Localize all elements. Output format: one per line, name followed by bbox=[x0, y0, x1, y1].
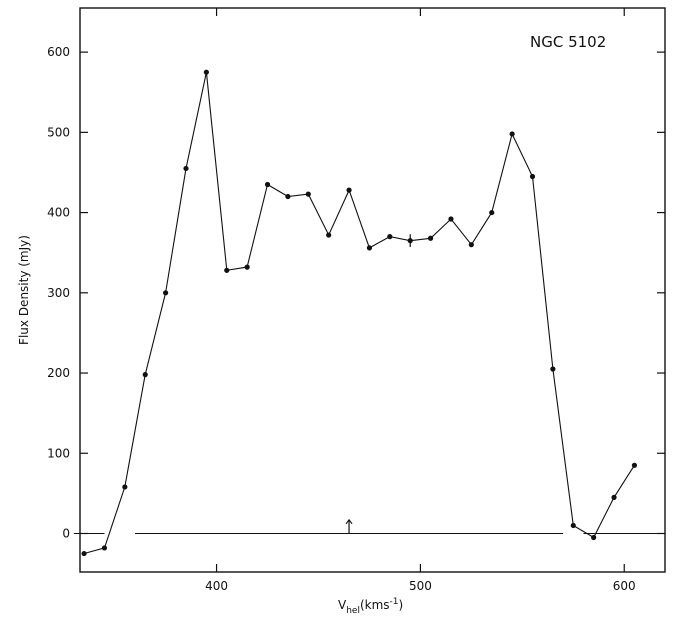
y-tick-label-600: 600 bbox=[47, 45, 70, 59]
data-point bbox=[203, 69, 209, 75]
y-axis-label: Flux Density (mJy) bbox=[17, 235, 31, 345]
x-tick-label-400: 400 bbox=[205, 579, 228, 593]
data-point bbox=[346, 187, 352, 193]
data-point bbox=[448, 216, 454, 222]
data-point bbox=[509, 131, 515, 137]
y-axis-ticks: 0 100 200 300 400 500 600 bbox=[47, 45, 665, 540]
data-point bbox=[468, 242, 474, 248]
y-tick-label-100: 100 bbox=[47, 446, 70, 460]
data-point bbox=[550, 366, 556, 372]
arrow-head bbox=[345, 518, 353, 525]
x-axis-label-sup: -1 bbox=[390, 597, 399, 607]
x-axis-label: Vhel(kms-1) bbox=[338, 597, 403, 616]
x-axis-ticks: 400 500 600 bbox=[205, 8, 636, 593]
data-point bbox=[387, 234, 393, 240]
data-point bbox=[285, 193, 291, 200]
y-tick-label-500: 500 bbox=[47, 125, 70, 139]
y-tick-label-0: 0 bbox=[62, 526, 70, 540]
series-group bbox=[81, 69, 638, 557]
y-tick-label-400: 400 bbox=[47, 206, 70, 220]
data-point bbox=[142, 372, 148, 378]
data-point bbox=[366, 245, 373, 251]
data-point bbox=[224, 267, 230, 273]
data-point bbox=[489, 209, 495, 216]
annotations bbox=[345, 234, 411, 534]
chart-title: NGC 5102 bbox=[530, 33, 606, 51]
data-point bbox=[529, 173, 536, 180]
x-axis-label-unit: (kms bbox=[360, 598, 390, 612]
data-point bbox=[570, 522, 576, 529]
data-point bbox=[163, 290, 169, 296]
plot-frame bbox=[79, 7, 666, 573]
data-point bbox=[244, 264, 250, 270]
data-point bbox=[427, 235, 434, 241]
data-point bbox=[101, 545, 108, 551]
data-point bbox=[631, 462, 638, 468]
x-axis-label-sub: hel bbox=[346, 606, 360, 616]
x-axis-label-main: V bbox=[338, 598, 347, 612]
y-tick-label-200: 200 bbox=[47, 366, 70, 380]
data-point bbox=[611, 494, 617, 500]
series-line-0 bbox=[83, 72, 635, 555]
data-point bbox=[122, 484, 128, 490]
x-tick-label-500: 500 bbox=[409, 579, 432, 593]
x-tick-label-600: 600 bbox=[613, 579, 636, 593]
data-point bbox=[183, 165, 189, 172]
data-point bbox=[326, 232, 332, 238]
y-tick-label-300: 300 bbox=[47, 286, 70, 300]
data-point bbox=[81, 550, 87, 557]
data-point bbox=[591, 534, 597, 541]
x-axis-label-close: ) bbox=[399, 598, 404, 612]
data-point bbox=[305, 191, 311, 197]
data-point bbox=[264, 181, 271, 188]
